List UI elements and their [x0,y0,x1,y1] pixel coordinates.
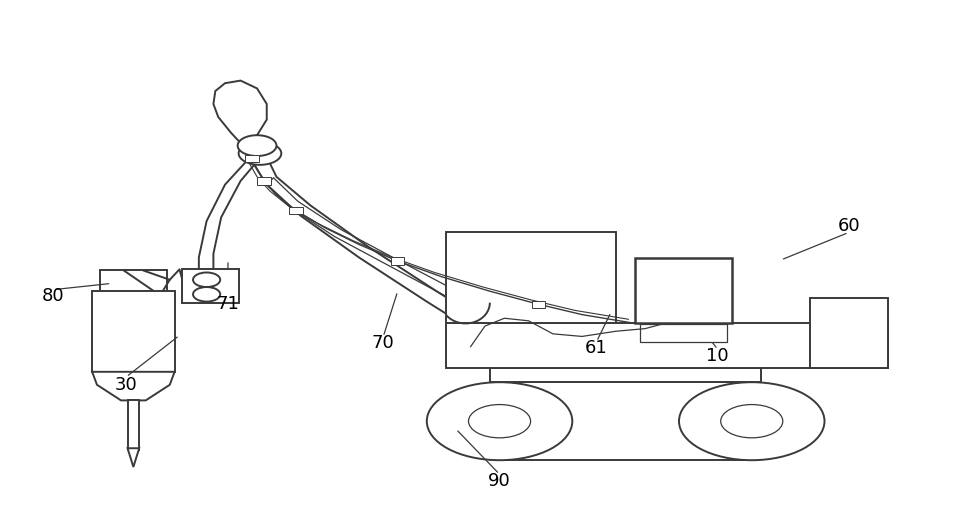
Bar [446,323,887,368]
Polygon shape [213,81,266,146]
Bar [92,291,174,372]
Bar [446,232,615,323]
Bar [289,207,302,214]
Bar [391,257,404,265]
Circle shape [720,405,782,438]
Text: 70: 70 [371,334,394,352]
Circle shape [193,287,220,302]
Bar [635,258,732,323]
Text: 10: 10 [705,347,729,365]
Text: 60: 60 [836,217,860,235]
Text: 71: 71 [216,295,239,313]
Text: 61: 61 [584,340,608,357]
Polygon shape [128,448,140,467]
Bar [640,324,727,342]
Bar [182,269,238,303]
Bar [531,301,545,308]
Bar [245,155,259,162]
Circle shape [237,135,276,156]
Circle shape [193,272,220,287]
Circle shape [238,142,281,165]
Bar [809,298,887,368]
Circle shape [468,405,530,438]
Text: 30: 30 [114,376,138,394]
Bar [257,177,270,185]
Bar [128,400,140,450]
Circle shape [426,382,572,460]
Circle shape [678,382,824,460]
Text: 90: 90 [487,472,511,490]
Bar [489,368,761,382]
Polygon shape [92,372,174,400]
Text: 80: 80 [42,288,65,305]
